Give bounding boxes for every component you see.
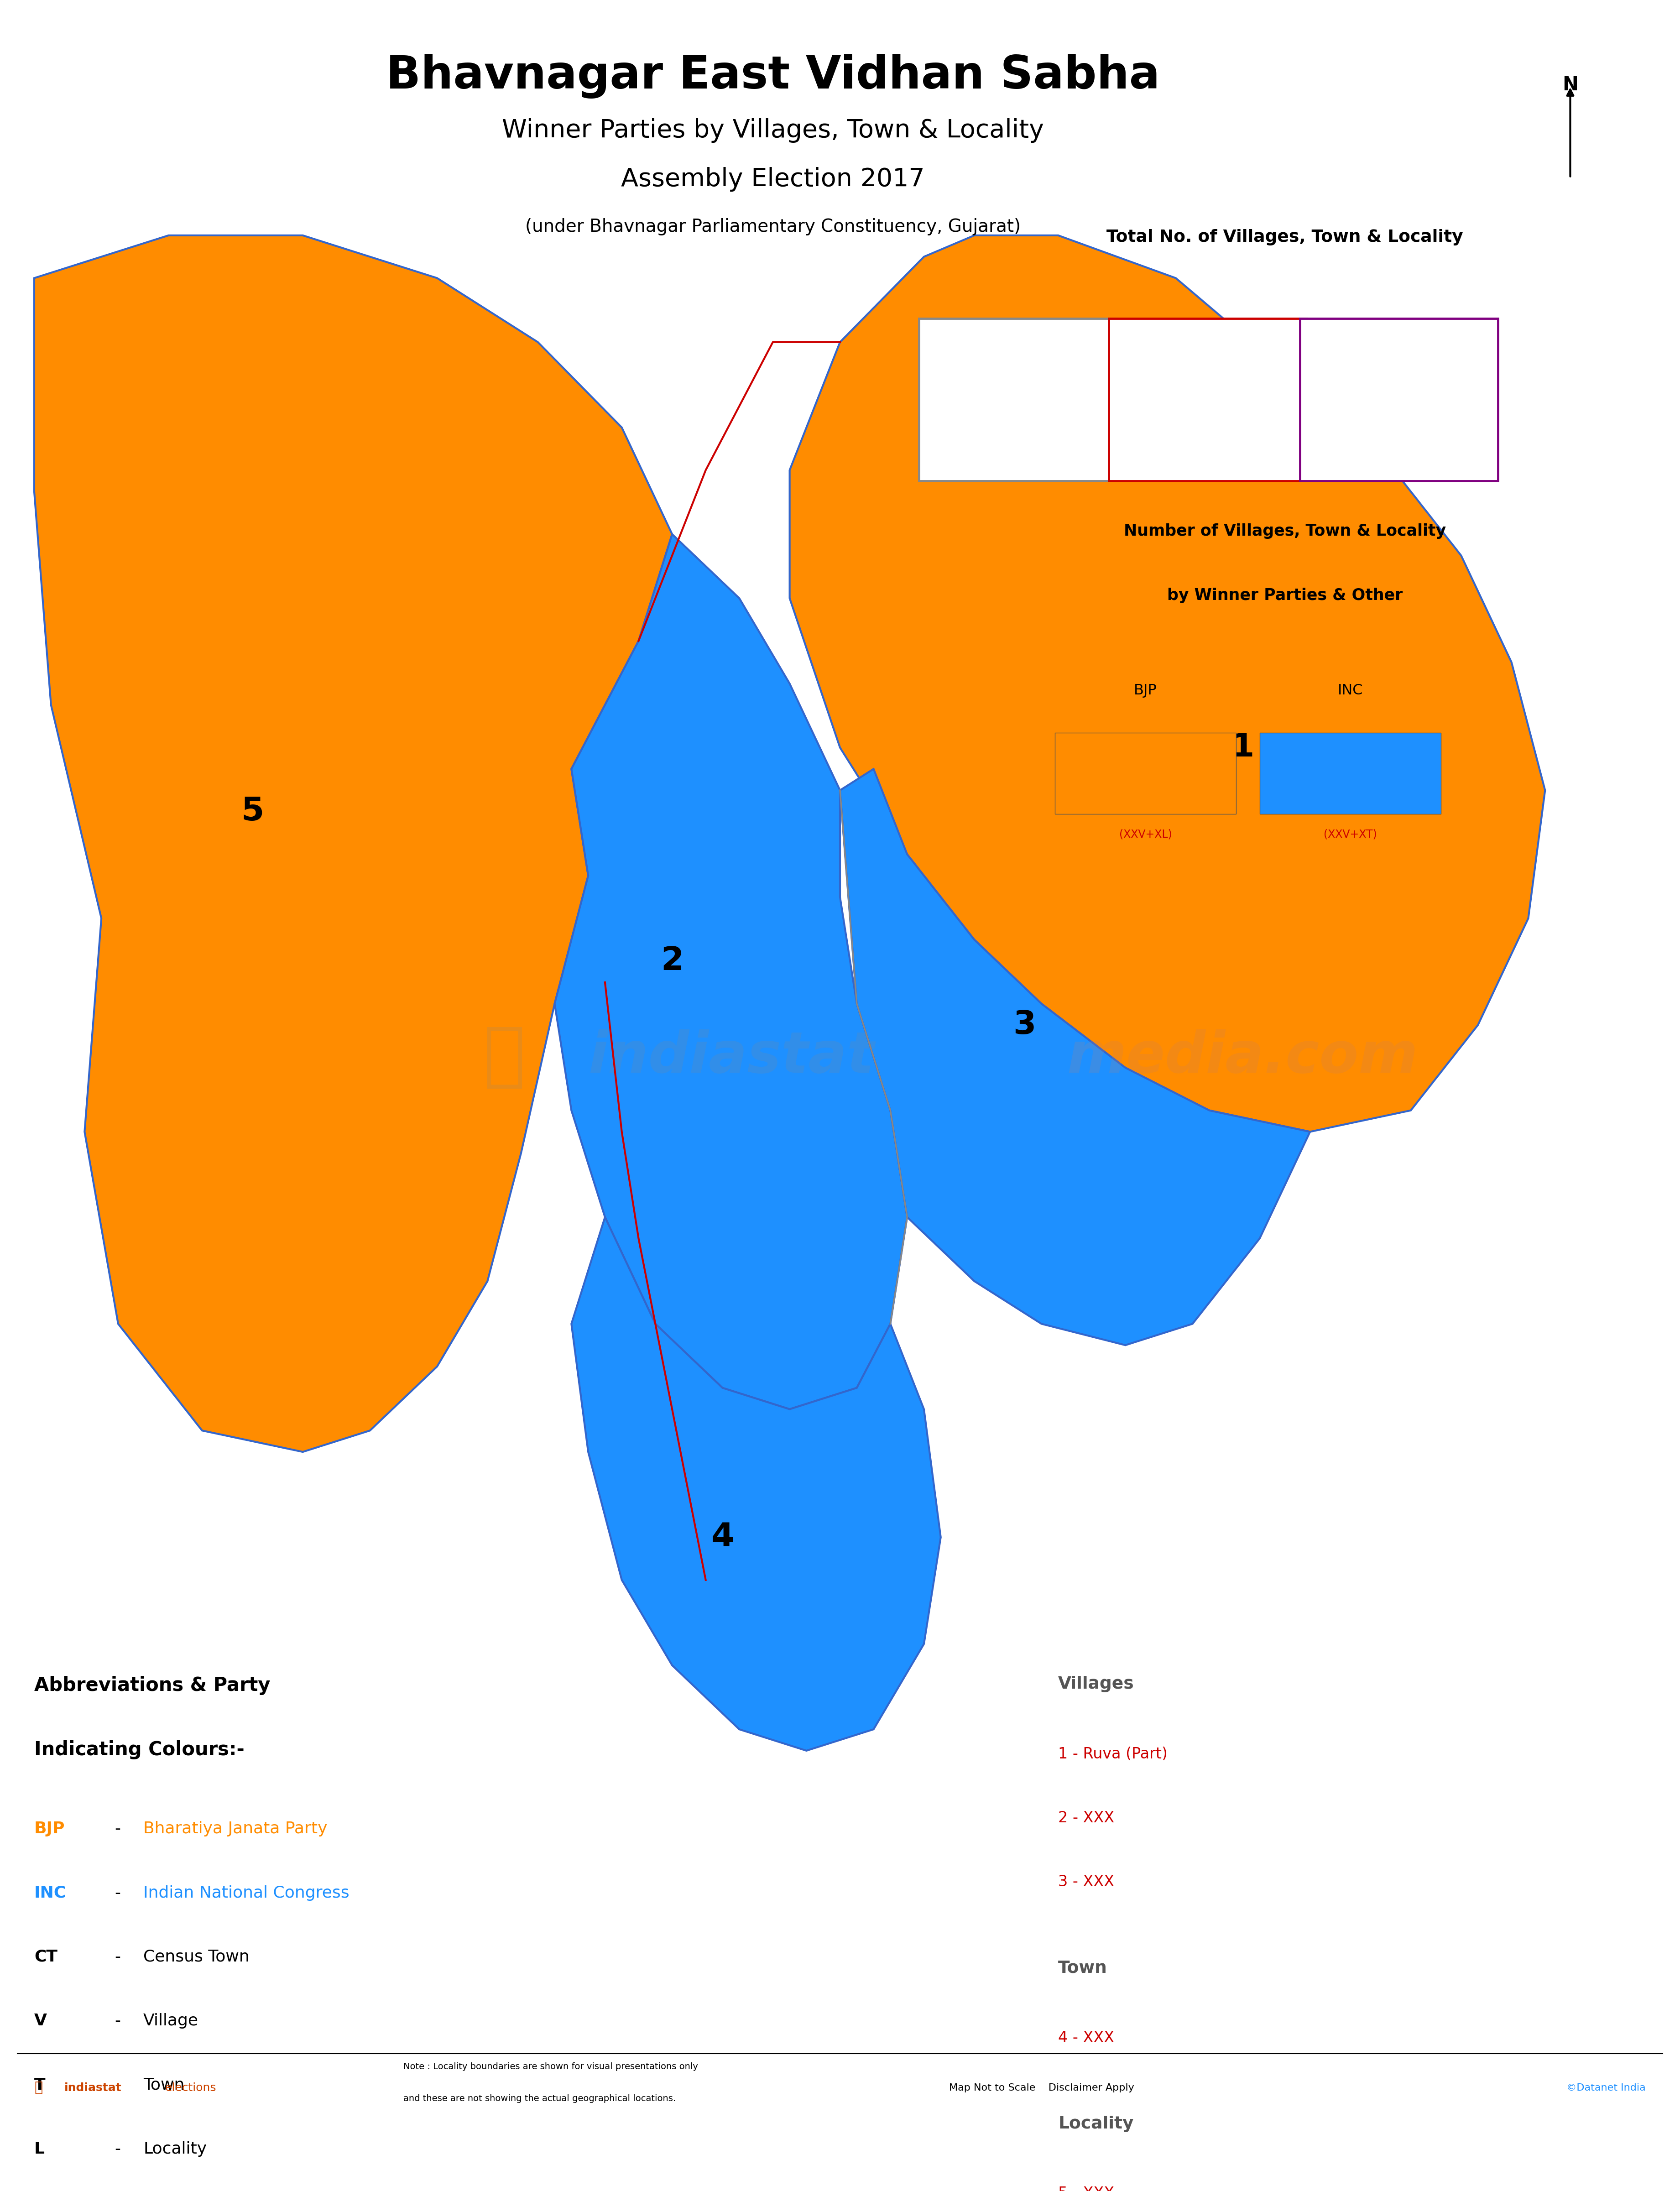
Text: Town: Town	[143, 2077, 185, 2092]
Polygon shape	[840, 769, 1310, 1345]
Text: 3: 3	[1013, 1010, 1037, 1041]
Text: 3: 3	[1018, 421, 1030, 438]
Polygon shape	[571, 1218, 941, 1751]
Text: Indicating Colours:-: Indicating Colours:-	[34, 1740, 244, 1759]
Text: L: L	[34, 2141, 45, 2156]
Text: 2 - XXX: 2 - XXX	[1058, 1810, 1114, 1825]
Text: Town (T): Town (T)	[1188, 344, 1242, 357]
Text: ⓘ: ⓘ	[34, 2081, 42, 2095]
Text: BJP: BJP	[1134, 684, 1158, 697]
Text: 3 - XXX: 3 - XXX	[1058, 1875, 1114, 1889]
Text: T: T	[34, 2077, 45, 2092]
Text: 1 - Ruva (Part): 1 - Ruva (Part)	[1058, 1746, 1168, 1762]
Text: indiastat: indiastat	[588, 1030, 874, 1085]
Text: (under Bhavnagar Parliamentary Constituency, Gujarat): (under Bhavnagar Parliamentary Constitue…	[526, 219, 1021, 237]
FancyBboxPatch shape	[1055, 732, 1236, 813]
Text: CT: CT	[34, 1950, 57, 1965]
Text: Village (V): Village (V)	[993, 344, 1057, 357]
Text: (XXV+XL): (XXV+XL)	[1119, 828, 1173, 839]
Text: N: N	[1562, 74, 1578, 94]
Text: Winner Parties by Villages, Town & Locality: Winner Parties by Villages, Town & Local…	[502, 118, 1043, 142]
Text: Map Not to Scale    Disclaimer Apply: Map Not to Scale Disclaimer Apply	[949, 2084, 1134, 2092]
Text: 4: 4	[711, 1521, 734, 1553]
Text: 4 - XXX: 4 - XXX	[1058, 2031, 1114, 2046]
Text: Abbreviations & Party: Abbreviations & Party	[34, 1676, 270, 1696]
Text: and these are not showing the actual geographical locations.: and these are not showing the actual geo…	[403, 2095, 675, 2103]
Text: -: -	[114, 1821, 121, 1836]
Text: 5 - XXX: 5 - XXX	[1058, 2187, 1114, 2191]
Text: -: -	[114, 2141, 121, 2156]
Text: Locality: Locality	[1058, 2117, 1134, 2132]
Text: -: -	[114, 2077, 121, 2092]
Text: Locality: Locality	[143, 2141, 207, 2156]
Text: indiastat: indiastat	[64, 2081, 123, 2092]
Text: -: -	[114, 2014, 121, 2029]
FancyBboxPatch shape	[1300, 318, 1499, 480]
Text: 2: 2	[660, 944, 684, 977]
Polygon shape	[34, 234, 672, 1453]
Text: 1: 1	[1231, 732, 1255, 762]
Text: (XXV+XT): (XXV+XT)	[1324, 828, 1378, 839]
Text: media.com: media.com	[1067, 1030, 1418, 1085]
Text: BJP: BJP	[34, 1821, 66, 1836]
Polygon shape	[554, 535, 907, 1409]
Text: -: -	[114, 1950, 121, 1965]
Text: ⓘ: ⓘ	[484, 1023, 526, 1091]
Text: Note : Locality boundaries are shown for visual presentations only: Note : Locality boundaries are shown for…	[403, 2062, 699, 2070]
Text: elections: elections	[165, 2081, 217, 2092]
FancyBboxPatch shape	[919, 318, 1117, 480]
Text: 5: 5	[240, 795, 264, 828]
Text: INC: INC	[1337, 684, 1362, 697]
Text: Total No. of Villages, Town & Locality: Total No. of Villages, Town & Locality	[1107, 230, 1463, 245]
Text: Indian National Congress: Indian National Congress	[143, 1884, 349, 1900]
Text: 1: 1	[1399, 421, 1411, 438]
Text: Bharatiya Janata Party: Bharatiya Janata Party	[143, 1821, 328, 1836]
Text: Number of Villages, Town & Locality: Number of Villages, Town & Locality	[1124, 524, 1446, 539]
Text: Assembly Election 2017: Assembly Election 2017	[622, 167, 924, 193]
Text: by Winner Parties & Other: by Winner Parties & Other	[1168, 587, 1403, 603]
Text: 1: 1	[1208, 421, 1220, 438]
Text: INC: INC	[34, 1884, 66, 1900]
Text: ©Datanet India: ©Datanet India	[1566, 2084, 1646, 2092]
Text: Locality (L): Locality (L)	[1371, 344, 1440, 357]
FancyBboxPatch shape	[1109, 318, 1307, 480]
FancyBboxPatch shape	[1260, 732, 1441, 813]
Text: Village: Village	[143, 2014, 198, 2029]
Text: Census Town: Census Town	[143, 1950, 250, 1965]
Polygon shape	[790, 234, 1546, 1133]
Text: -: -	[114, 1884, 121, 1900]
Text: Town: Town	[1058, 1959, 1107, 1976]
Text: Villages: Villages	[1058, 1676, 1134, 1691]
Text: V: V	[34, 2014, 47, 2029]
Text: Bhavnagar East Vidhan Sabha: Bhavnagar East Vidhan Sabha	[386, 55, 1159, 99]
